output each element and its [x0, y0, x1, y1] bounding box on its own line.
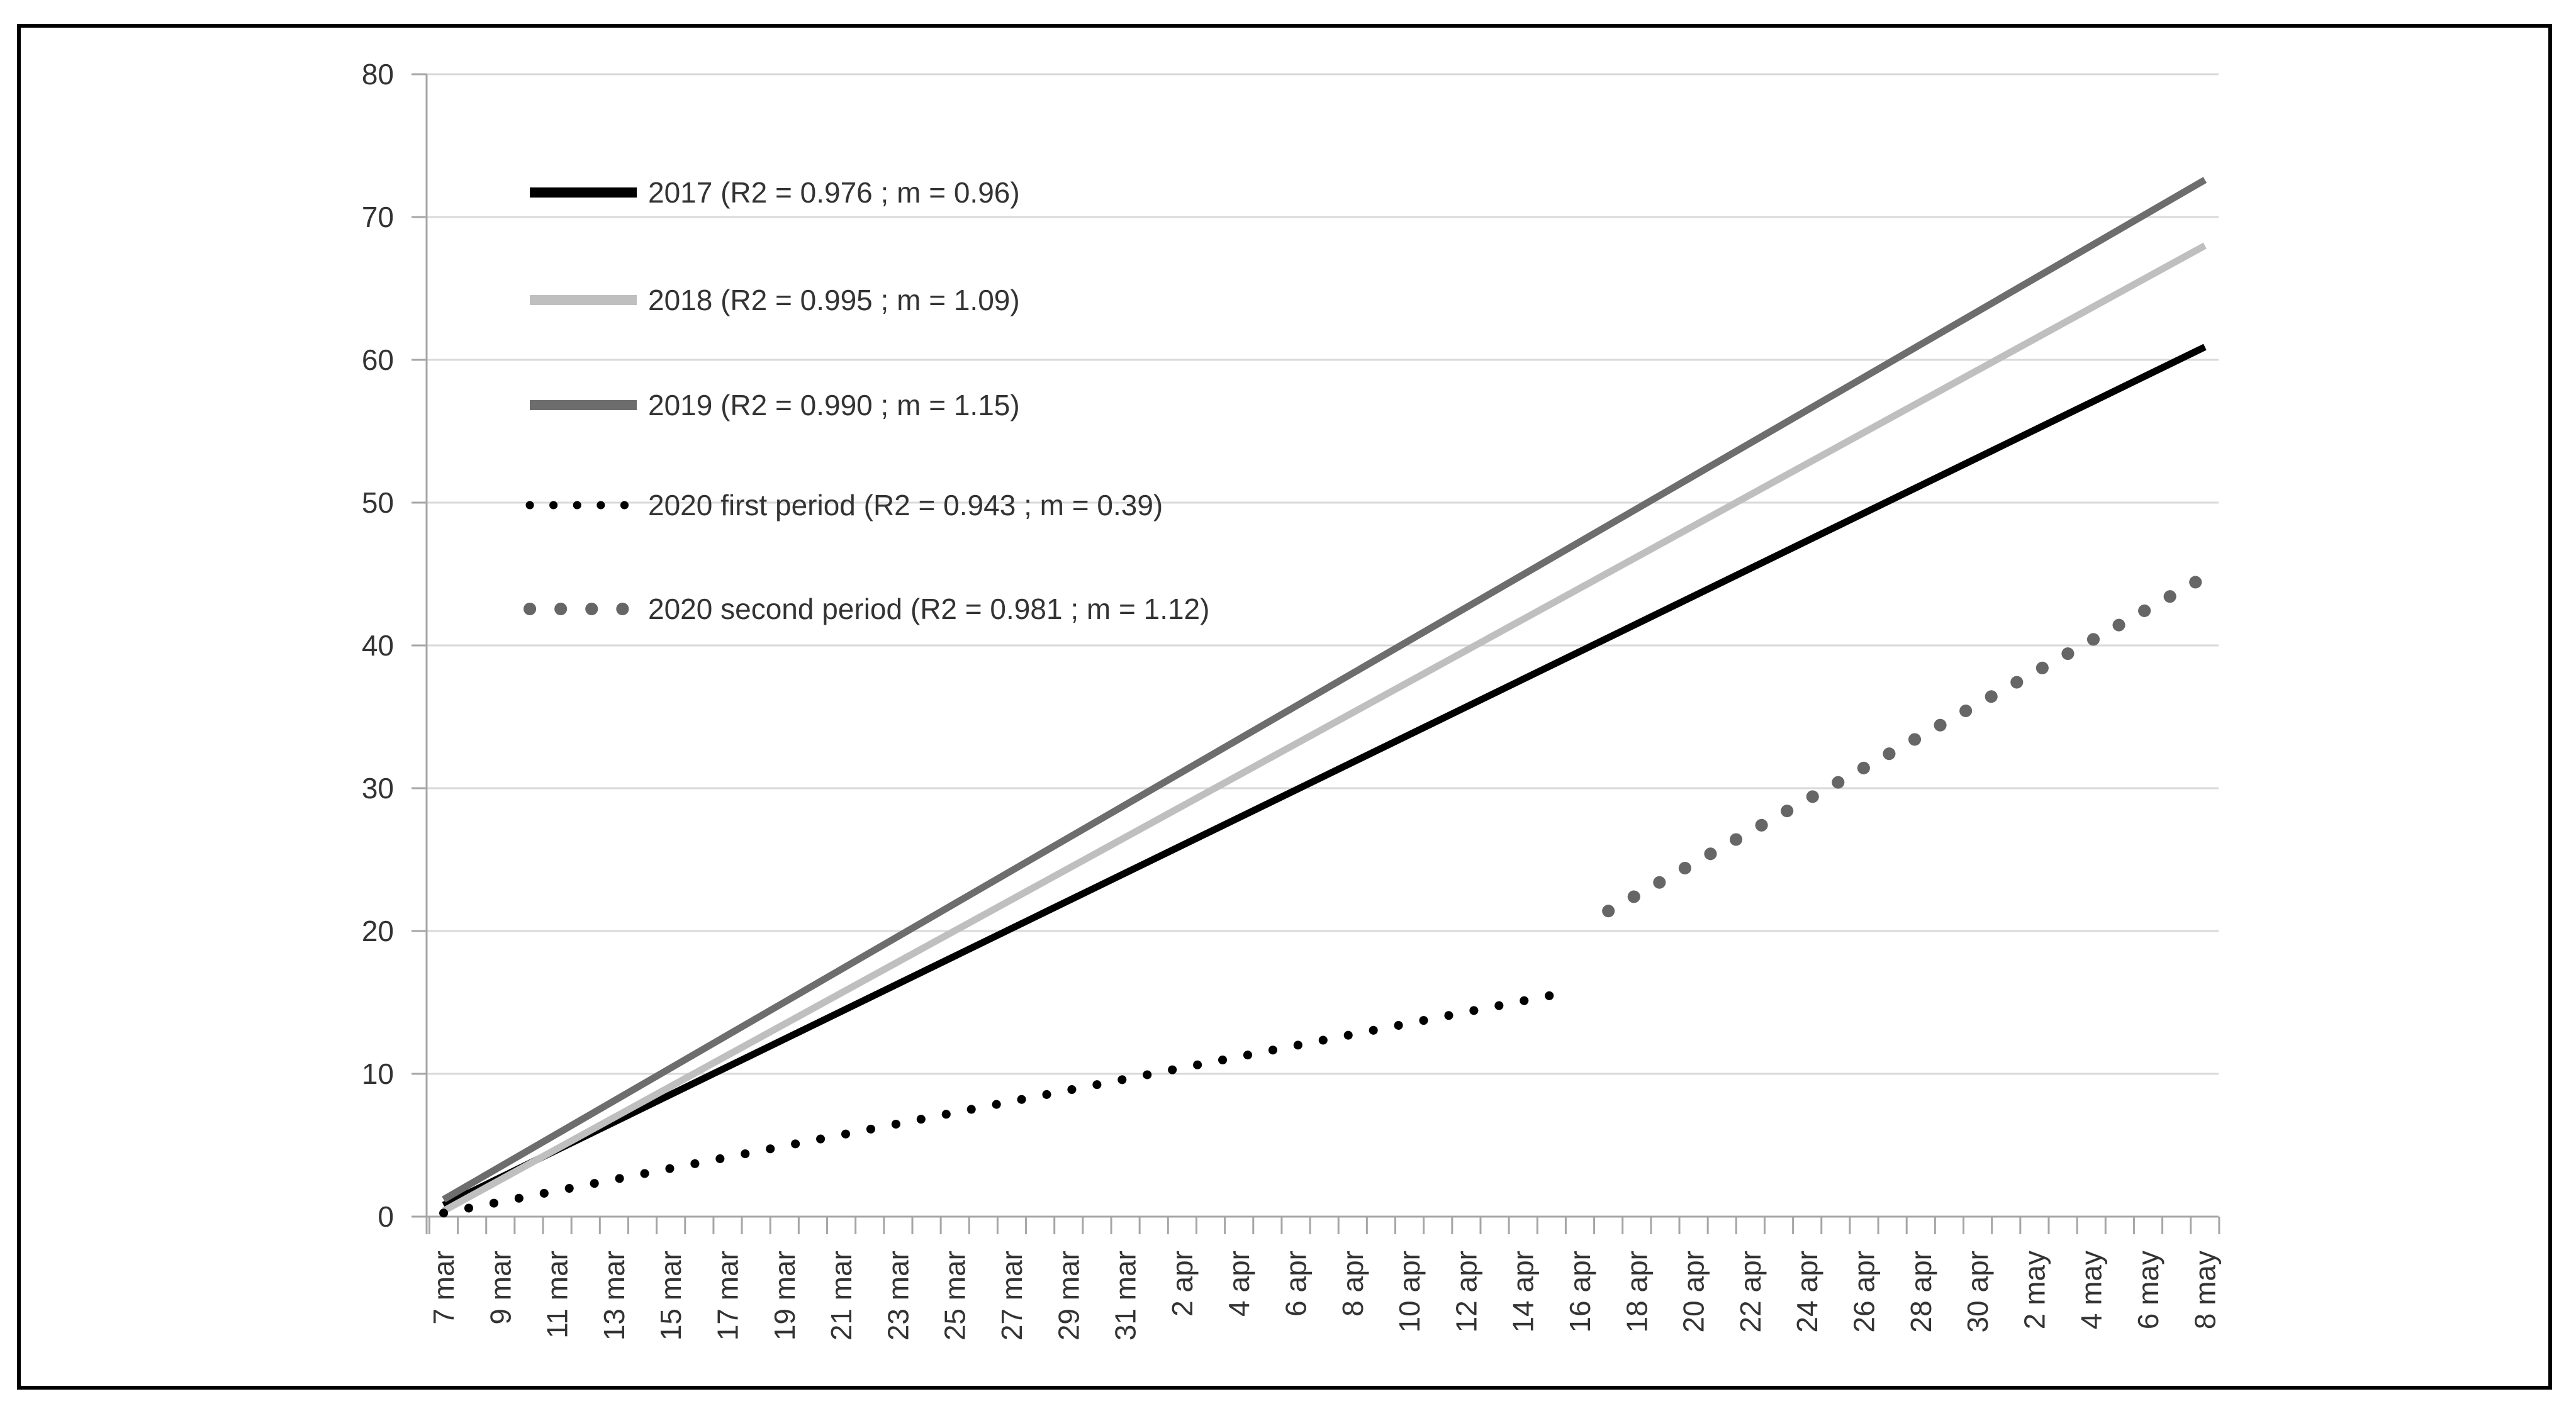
y-axis-labels: 0 10 20 30 40 50 60 70 80	[362, 58, 394, 1233]
x-tick-label: 9 mar	[484, 1251, 517, 1325]
x-tick-label: 2 may	[2018, 1251, 2051, 1329]
x-tick-label: 17 mar	[712, 1251, 744, 1341]
y-tick-label: 50	[362, 486, 394, 519]
x-tick-label: 23 mar	[882, 1251, 914, 1341]
x-tick-label: 11 mar	[541, 1251, 574, 1339]
x-tick-label: 8 may	[2188, 1251, 2221, 1329]
x-tick-label: 26 apr	[1848, 1251, 1881, 1332]
series-line-2020-second-period	[1602, 571, 2212, 918]
x-tick-label: 4 apr	[1223, 1251, 1255, 1317]
x-tick-label: 18 apr	[1620, 1251, 1653, 1332]
x-tick-label: 4 may	[2075, 1251, 2108, 1329]
x-tick-label: 6 apr	[1280, 1251, 1313, 1317]
x-tick-label: 10 apr	[1393, 1251, 1426, 1332]
x-tick-label: 20 apr	[1677, 1251, 1710, 1332]
x-tick-label: 8 apr	[1336, 1251, 1369, 1317]
legend-item-2020-first-period: 2020 first period (R2 = 0.943 ; m = 0.39…	[525, 489, 1163, 521]
y-tick-label: 0	[378, 1200, 394, 1233]
x-tick-label: 22 apr	[1734, 1251, 1767, 1332]
x-tick-label: 25 mar	[939, 1251, 972, 1341]
x-tick-label: 19 mar	[768, 1251, 801, 1341]
x-tick-label: 31 mar	[1109, 1251, 1142, 1341]
x-tick-label: 12 apr	[1450, 1251, 1482, 1332]
y-tick-label: 60	[362, 343, 394, 376]
x-tick-label: 2 apr	[1166, 1251, 1199, 1317]
y-tick-label: 20	[362, 915, 394, 947]
y-tick-label: 10	[362, 1057, 394, 1090]
x-tick-label: 28 apr	[1905, 1251, 1937, 1332]
x-tick-label: 16 apr	[1564, 1251, 1596, 1332]
series-line-2018	[442, 242, 2207, 1214]
x-tick-label: 14 apr	[1507, 1251, 1540, 1332]
legend-item-2019: 2019 (R2 = 0.990 ; m = 1.15)	[530, 389, 1020, 421]
axes-group	[425, 74, 2219, 1234]
x-tick-label: 29 mar	[1052, 1251, 1085, 1341]
series-group	[439, 177, 2212, 1218]
x-tick-label: 24 apr	[1791, 1251, 1823, 1332]
series-line-2017	[442, 343, 2207, 1208]
x-tick-label: 15 mar	[654, 1251, 687, 1341]
legend-item-2018: 2018 (R2 = 0.995 ; m = 1.09)	[530, 284, 1020, 316]
legend-item-2020-second-period: 2020 second period (R2 = 0.981 ; m = 1.1…	[524, 593, 1209, 625]
y-tick-label: 40	[362, 629, 394, 662]
x-tick-label: 30 apr	[1961, 1251, 1994, 1332]
figure-border	[17, 24, 2552, 1390]
y-tick-label: 30	[362, 772, 394, 805]
ticks-group	[412, 73, 2220, 1234]
legend-label: 2018 (R2 = 0.995 ; m = 1.09)	[648, 284, 1020, 316]
x-tick-label: 21 mar	[825, 1251, 858, 1341]
y-tick-label: 80	[362, 58, 394, 91]
series-line-2019	[442, 177, 2207, 1203]
legend-item-2017: 2017 (R2 = 0.976 ; m = 0.96)	[530, 176, 1020, 209]
x-tick-label: 7 mar	[427, 1251, 460, 1325]
y-tick-label: 70	[362, 201, 394, 233]
legend-label: 2017 (R2 = 0.976 ; m = 0.96)	[648, 176, 1020, 209]
x-axis-labels: 7 mar 9 mar 11 mar 13 mar 15 mar 17 mar 19 mar…	[427, 1251, 2221, 1341]
legend-group: 2017 (R2 = 0.976 ; m = 0.96) 2018 (R2 = 0…	[524, 176, 1209, 625]
x-tick-label: 27 mar	[995, 1251, 1028, 1341]
gridlines-group	[427, 73, 2219, 1075]
legend-label: 2019 (R2 = 0.990 ; m = 1.15)	[648, 389, 1020, 421]
legend-label: 2020 second period (R2 = 0.981 ; m = 1.1…	[648, 593, 1209, 625]
x-tick-label: 13 mar	[598, 1251, 630, 1341]
x-tick-label: 6 may	[2132, 1251, 2164, 1329]
legend-label: 2020 first period (R2 = 0.943 ; m = 0.39…	[648, 489, 1163, 521]
series-line-2020-first-period	[439, 991, 1556, 1218]
